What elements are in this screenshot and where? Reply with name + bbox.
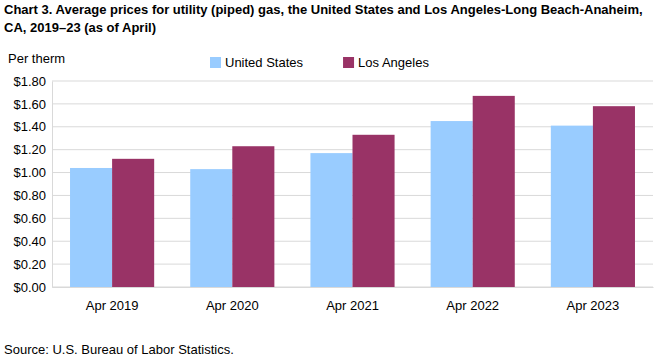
y-tick: $1.00 — [13, 165, 52, 180]
y-axis-title: Per therm — [8, 51, 65, 66]
bars — [70, 96, 635, 287]
y-tick-label: $0.40 — [13, 234, 46, 249]
legend-item: Los Angeles — [343, 55, 429, 70]
bar — [112, 159, 154, 287]
bar — [473, 96, 515, 287]
legend-item: United States — [210, 55, 304, 70]
grid — [52, 81, 653, 287]
x-tick-label: Apr 2019 — [86, 298, 139, 313]
plot-area: $0.00 $0.20 $0.40 $0.60 $0.80 $1.00 $1.20 $1.40… — [13, 74, 653, 314]
y-tick-label: $1.40 — [13, 119, 46, 134]
title-line: Chart 3. Average prices for utility (pip… — [4, 2, 643, 17]
y-tick: $1.80 — [13, 74, 52, 89]
x-tick: Apr 2020 — [206, 287, 259, 313]
x-tick: Apr 2019 — [86, 287, 139, 313]
y-tick: $0.80 — [13, 188, 52, 203]
grid-line — [52, 81, 653, 82]
bar — [353, 135, 395, 287]
y-tick-label: $0.20 — [13, 257, 46, 272]
x-tick: Apr 2021 — [326, 287, 379, 313]
legend-swatch — [343, 57, 354, 68]
source: Source: U.S. Bureau of Labor Statistics. — [4, 342, 234, 357]
y-tick: $0.20 — [13, 257, 52, 272]
bar — [310, 153, 352, 287]
x-axis: Apr 2019 Apr 2020 Apr 2021 Apr 2022 Apr 2023 — [53, 287, 654, 313]
grid-line — [52, 103, 653, 104]
bar — [551, 126, 593, 287]
y-tick-label: $0.80 — [13, 188, 46, 203]
y-tick-label: $0.60 — [13, 211, 46, 226]
bar — [593, 106, 635, 287]
y-tick-label: $0.00 — [13, 280, 46, 295]
legend-label: Los Angeles — [358, 55, 429, 70]
x-axis-line — [53, 287, 654, 288]
x-tick-label: Apr 2023 — [567, 298, 620, 313]
y-tick-label: $1.20 — [13, 142, 46, 157]
y-tick-label: $1.80 — [13, 74, 46, 89]
bar — [232, 146, 274, 287]
y-tick: $1.60 — [13, 97, 52, 112]
legend-label: United States — [225, 55, 304, 70]
x-tick-label: Apr 2020 — [206, 298, 259, 313]
y-tick: $1.20 — [13, 142, 52, 157]
x-tick-label: Apr 2021 — [326, 298, 379, 313]
x-tick-label: Apr 2022 — [446, 298, 499, 313]
y-axis-line — [52, 82, 53, 288]
bar — [190, 169, 232, 287]
y-axis: $0.00 $0.20 $0.40 $0.60 $0.80 $1.00 $1.20 $1.40… — [13, 74, 52, 295]
x-tick: Apr 2023 — [567, 287, 620, 313]
y-tick-label: $1.60 — [13, 97, 46, 112]
y-tick-label: $1.00 — [13, 165, 46, 180]
y-tick: $0.00 — [13, 280, 52, 295]
y-tick: $0.60 — [13, 211, 52, 226]
chart: Chart 3. Average prices for utility (pip… — [0, 0, 661, 361]
title-line: CA, 2019–23 (as of April) — [4, 20, 156, 35]
legend-swatch — [210, 57, 221, 68]
legend: United States Los Angeles — [210, 55, 429, 70]
x-tick: Apr 2022 — [446, 287, 499, 313]
y-tick: $0.40 — [13, 234, 52, 249]
bar — [70, 168, 112, 287]
series — [112, 96, 635, 287]
title: Chart 3. Average prices for utility (pip… — [4, 2, 643, 35]
bar — [431, 121, 473, 287]
y-tick: $1.40 — [13, 119, 52, 134]
